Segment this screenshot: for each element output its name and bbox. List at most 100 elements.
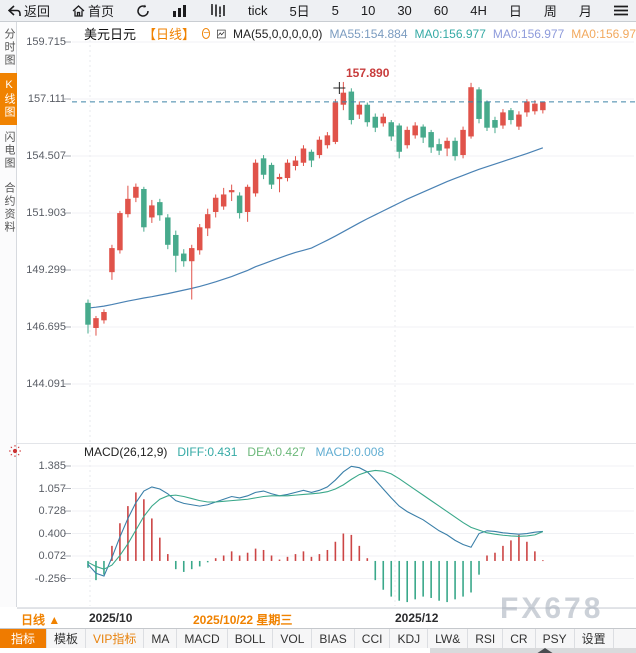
indicators-button[interactable]: 指标	[0, 629, 48, 648]
date-axis: 日线 ▲ 2025/10 2025/10/22 星期三 2025/12	[17, 608, 636, 628]
macd-histogram	[87, 492, 544, 603]
indicator-alert-sun-icon[interactable]	[8, 444, 22, 458]
ma-indicator-button[interactable]: MA	[144, 629, 178, 648]
collapse-strip[interactable]	[430, 648, 636, 653]
menu-button[interactable]	[613, 5, 628, 16]
price-tick-label: 159.715	[26, 36, 66, 48]
ma0-value-2: MA0:156.977	[492, 26, 565, 41]
psy-indicator-button[interactable]: PSY	[536, 629, 575, 648]
home-icon	[72, 4, 85, 17]
fx678-watermark: FX678	[500, 592, 604, 625]
30min-label: 30	[397, 3, 412, 18]
sidebar-item-kline-chart[interactable]: K线图	[0, 73, 17, 125]
interval-month[interactable]: 月	[579, 1, 592, 20]
candlestick-series	[85, 81, 546, 336]
interval-10min[interactable]: 10	[361, 3, 375, 18]
indicator-settings-icon[interactable]	[217, 28, 227, 40]
lw-indicator-button[interactable]: LW&	[428, 629, 469, 648]
ma0-value-1: MA0:156.977	[414, 26, 486, 41]
top-toolbar: 返回 首页 tick 5日	[0, 0, 636, 22]
ma0-value-3: MA0:156.97	[571, 26, 636, 41]
home-button[interactable]: 首页	[72, 1, 114, 20]
price-tick-label: 154.507	[26, 150, 66, 162]
hamburger-menu-icon	[613, 5, 628, 16]
ma55-value: MA55:154.884	[329, 26, 408, 41]
refresh-icon	[137, 4, 149, 17]
bar-chart-icon	[172, 5, 186, 17]
price-tick-label: 149.299	[26, 264, 66, 276]
60min-label: 60	[433, 3, 449, 18]
boll-indicator-button[interactable]: BOLL	[228, 629, 274, 648]
macd-tick-label: 0.400	[38, 528, 66, 540]
interval-30min[interactable]: 30	[397, 3, 411, 18]
macd-hist-value: MACD:0.008	[315, 445, 385, 459]
interval-5min[interactable]: 5	[332, 3, 339, 18]
5day-label: 5日	[289, 4, 310, 19]
settings-button[interactable]: 设置	[575, 629, 614, 648]
price-tick-label: 144.091	[26, 378, 66, 390]
bar-chart-view-button[interactable]	[172, 4, 188, 17]
high-price-annotation: 157.890	[346, 66, 390, 80]
gridlines	[64, 30, 634, 606]
month-label: 月	[578, 4, 592, 19]
sidebar-item-contract-info[interactable]: 合约资料	[3, 182, 15, 234]
date-label-oct: 2025/10	[89, 611, 133, 625]
tick-label: tick	[247, 3, 268, 18]
period-tag: 【日线】	[143, 27, 196, 41]
collapse-indicator-icon[interactable]: −	[202, 27, 211, 39]
cr-indicator-button[interactable]: CR	[503, 629, 536, 648]
macd-indicator-button[interactable]: MACD	[177, 629, 228, 648]
macd-dea-value: DEA:0.427	[247, 445, 306, 459]
macd-tick-label: 0.728	[38, 505, 66, 517]
interval-day[interactable]: 日	[509, 1, 522, 20]
high-marker	[333, 81, 346, 94]
refresh-button[interactable]	[136, 4, 150, 18]
interval-60min[interactable]: 60	[434, 3, 448, 18]
template-button[interactable]: 模板	[47, 629, 87, 648]
collapse-up-arrow-icon	[536, 648, 554, 653]
dea-line	[87, 469, 544, 570]
macd-tick-label: 1.057	[38, 483, 66, 495]
rsi-indicator-button[interactable]: RSI	[468, 629, 504, 648]
4h-label: 4H	[470, 3, 487, 18]
macd-diff-value: DIFF:0.431	[177, 445, 238, 459]
macd-header: MACD(26,12,9) DIFF:0.431 DEA:0.427 MACD:…	[84, 445, 384, 459]
period-selector[interactable]: 日线 ▲	[21, 613, 61, 627]
sidebar-item-timeline-chart[interactable]: 分时图	[3, 28, 15, 67]
chart-header: 美元日元 【日线】 − MA(55,0,0,0,0,0) MA55:154.88…	[84, 26, 636, 42]
home-label: 首页	[88, 4, 115, 19]
interval-week[interactable]: 周	[544, 1, 557, 20]
date-label-dec: 2025/12	[395, 611, 439, 625]
macd-tick-label: 0.072	[38, 550, 66, 562]
back-button[interactable]: 返回	[8, 1, 50, 20]
vol-indicator-button[interactable]: VOL	[273, 629, 313, 648]
selected-date-label: 2025/10/22 星期三	[193, 613, 293, 627]
diff-line	[87, 465, 543, 577]
week-label: 周	[543, 4, 557, 19]
ma-formula: MA(55,0,0,0,0,0)	[233, 26, 323, 41]
interval-4h[interactable]: 4H	[470, 3, 487, 18]
price-tick-label: 151.903	[26, 207, 66, 219]
left-sidebar: 分时图 K线图 闪电图 合约资料	[0, 22, 17, 607]
cci-indicator-button[interactable]: CCI	[355, 629, 391, 648]
10min-label: 10	[360, 3, 376, 18]
bias-indicator-button[interactable]: BIAS	[312, 629, 355, 648]
pane-separator	[17, 443, 636, 444]
interval-5day[interactable]: 5日	[289, 1, 309, 20]
kdj-indicator-button[interactable]: KDJ	[390, 629, 429, 648]
sidebar-item-lightning-chart[interactable]: 闪电图	[3, 131, 15, 170]
interval-tick[interactable]: tick	[248, 3, 268, 18]
candle-view-button[interactable]	[210, 4, 226, 17]
back-arrow-icon	[8, 4, 21, 16]
ma55-line	[87, 147, 544, 309]
price-tick-label: 146.695	[26, 321, 66, 333]
candlestick-icon	[210, 4, 225, 17]
price-tick-label: 157.111	[27, 93, 66, 105]
macd-formula: MACD(26,12,9)	[84, 445, 168, 459]
5min-label: 5	[331, 3, 339, 18]
symbol-name: 美元日元	[84, 27, 137, 41]
vip-indicators-button[interactable]: VIP指标	[86, 629, 145, 648]
indicator-toolbar: 指标 模板 VIP指标 MA MACD BOLL VOL BIAS CCI KD…	[0, 628, 636, 648]
pane-separator	[17, 607, 636, 608]
